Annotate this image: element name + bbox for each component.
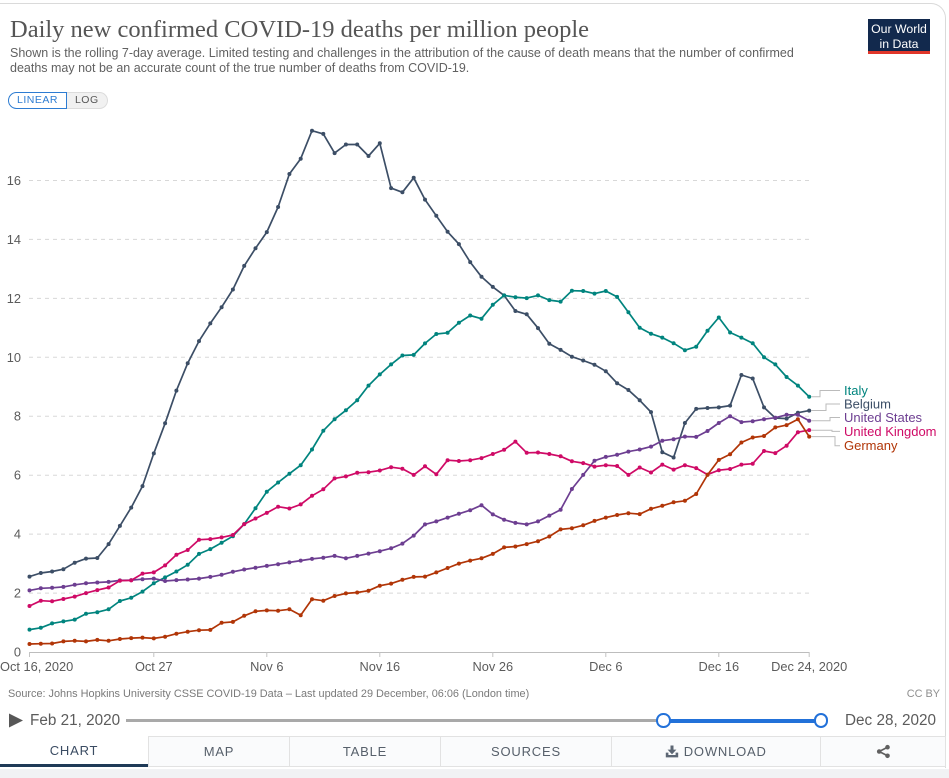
svg-text:16: 16 [7,173,21,188]
svg-text:0: 0 [14,645,21,660]
svg-text:4: 4 [14,527,21,542]
svg-text:United Kingdom: United Kingdom [844,424,937,439]
svg-text:Oct 16, 2020: Oct 16, 2020 [0,659,73,674]
svg-text:Oct 27: Oct 27 [135,659,173,674]
svg-text:Nov 26: Nov 26 [473,659,514,674]
svg-text:Germany: Germany [844,438,898,453]
svg-text:Dec 24, 2020: Dec 24, 2020 [771,659,847,674]
svg-text:Nov 16: Nov 16 [360,659,401,674]
svg-text:Italy: Italy [844,383,868,398]
svg-text:2: 2 [14,586,21,601]
svg-text:Belgium: Belgium [844,397,891,412]
svg-text:Dec 6: Dec 6 [589,659,622,674]
svg-text:8: 8 [14,409,21,424]
svg-text:12: 12 [7,291,21,306]
svg-text:Nov 6: Nov 6 [250,659,283,674]
svg-text:Dec 16: Dec 16 [699,659,740,674]
svg-text:14: 14 [7,232,21,247]
svg-text:10: 10 [7,350,21,365]
svg-text:6: 6 [14,468,21,483]
svg-text:United States: United States [844,410,923,425]
